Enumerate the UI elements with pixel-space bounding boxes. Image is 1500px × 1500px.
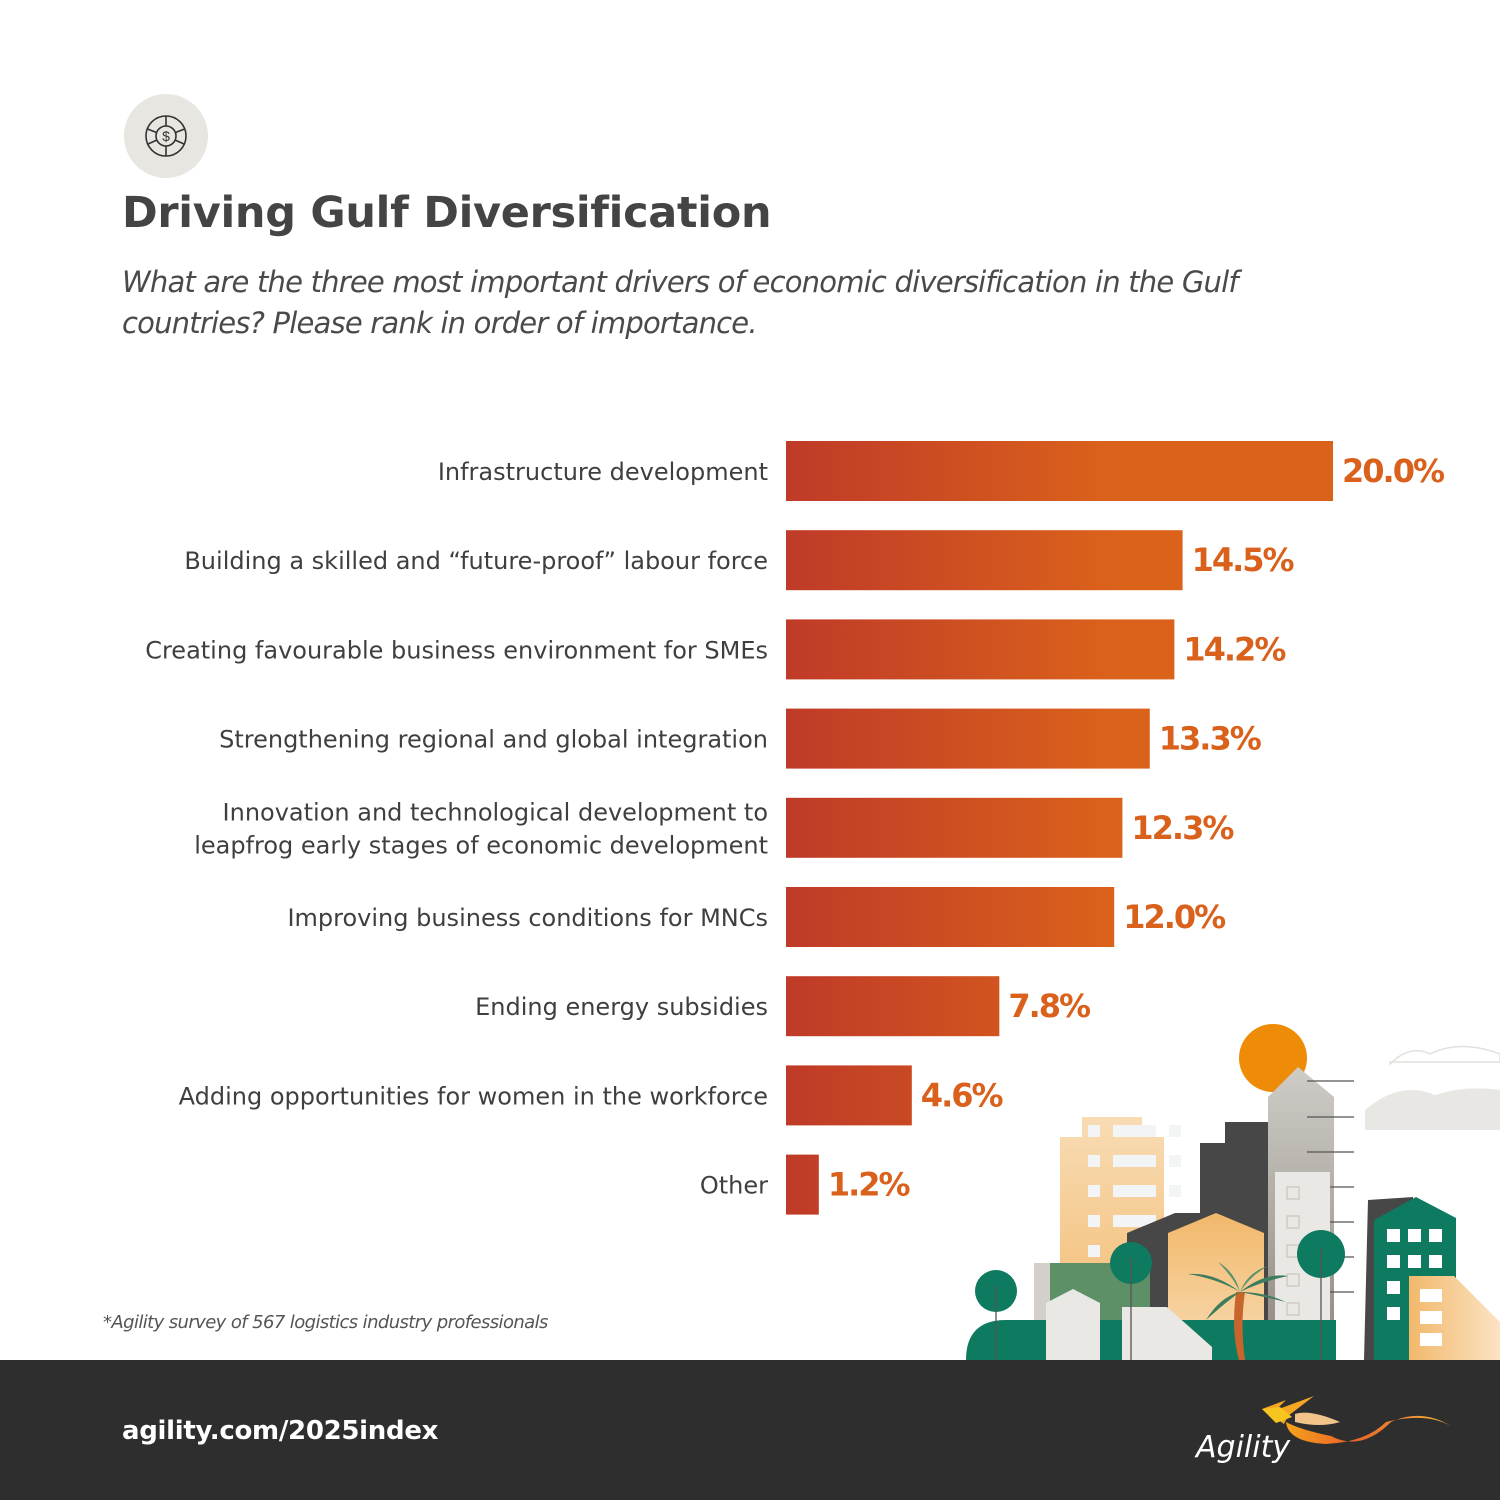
footnote: *Agility survey of 567 logistics industr…	[103, 1312, 548, 1333]
bar-3	[786, 708, 1150, 769]
bar-8	[786, 1154, 819, 1215]
category-label-4: Innovation and technological development…	[194, 798, 768, 859]
bar-2	[786, 619, 1175, 680]
value-label-1: 14.5%	[1192, 541, 1295, 579]
bar-0	[786, 441, 1333, 501]
category-label-2: Creating favourable business environment…	[145, 636, 768, 664]
category-label-5: Improving business conditions for MNCs	[287, 904, 768, 932]
bar-6	[786, 976, 1000, 1037]
page-title: Driving Gulf Diversification	[122, 188, 772, 238]
bar-5	[786, 887, 1115, 947]
value-label-4: 12.3%	[1131, 809, 1234, 847]
bar-7	[786, 1065, 912, 1126]
svg-text:$: $	[162, 128, 170, 144]
footer-bar	[0, 1360, 1500, 1500]
value-label-6: 7.8%	[1008, 987, 1091, 1025]
value-label-0: 20.0%	[1342, 452, 1445, 490]
bar-chart: 20.0% Infrastructure development 14.5% Buil…	[145, 441, 1447, 1215]
category-label-line: Other	[700, 1172, 768, 1200]
category-label-line: Ending energy subsidies	[475, 993, 768, 1021]
category-label-line: leapfrog early stages of economic develo…	[194, 831, 768, 859]
report-link[interactable]: agility.com/2025index	[122, 1416, 439, 1446]
category-label-line: Improving business conditions for MNCs	[287, 904, 768, 932]
value-label-3: 13.3%	[1159, 720, 1262, 758]
category-label-1: Building a skilled and “future-proof” la…	[184, 547, 768, 575]
value-label-8: 1.2%	[828, 1166, 911, 1204]
category-label-line: Adding opportunities for women in the wo…	[179, 1082, 768, 1110]
category-label-8: Other	[700, 1172, 768, 1200]
category-label-line: Creating favourable business environment…	[145, 636, 768, 664]
category-label-7: Adding opportunities for women in the wo…	[179, 1082, 768, 1110]
bar-1	[786, 530, 1183, 591]
dollar-coin-icon-badge: $	[124, 94, 208, 178]
category-label-0: Infrastructure development	[438, 458, 768, 486]
value-label-7: 4.6%	[921, 1076, 1004, 1114]
agility-logo-icon	[1262, 1396, 1451, 1444]
value-label-5: 12.0%	[1123, 898, 1226, 936]
dollar-coin-icon: $	[145, 115, 187, 157]
category-label-3: Strengthening regional and global integr…	[219, 726, 768, 754]
city-skyline-illustration	[966, 1024, 1500, 1360]
category-label-line: Infrastructure development	[438, 458, 768, 486]
bar-4	[786, 797, 1123, 858]
category-label-line: Strengthening regional and global integr…	[219, 726, 768, 754]
category-label-6: Ending energy subsidies	[475, 993, 768, 1021]
value-label-2: 14.2%	[1183, 630, 1286, 668]
agility-logo-text: Agility	[1196, 1430, 1291, 1465]
survey-question: What are the three most important driver…	[122, 265, 1239, 340]
category-label-line: Building a skilled and “future-proof” la…	[184, 547, 768, 575]
bars-group: 20.0% Infrastructure development 14.5% Buil…	[145, 441, 1447, 1215]
category-label-line: Innovation and technological development…	[223, 798, 768, 826]
